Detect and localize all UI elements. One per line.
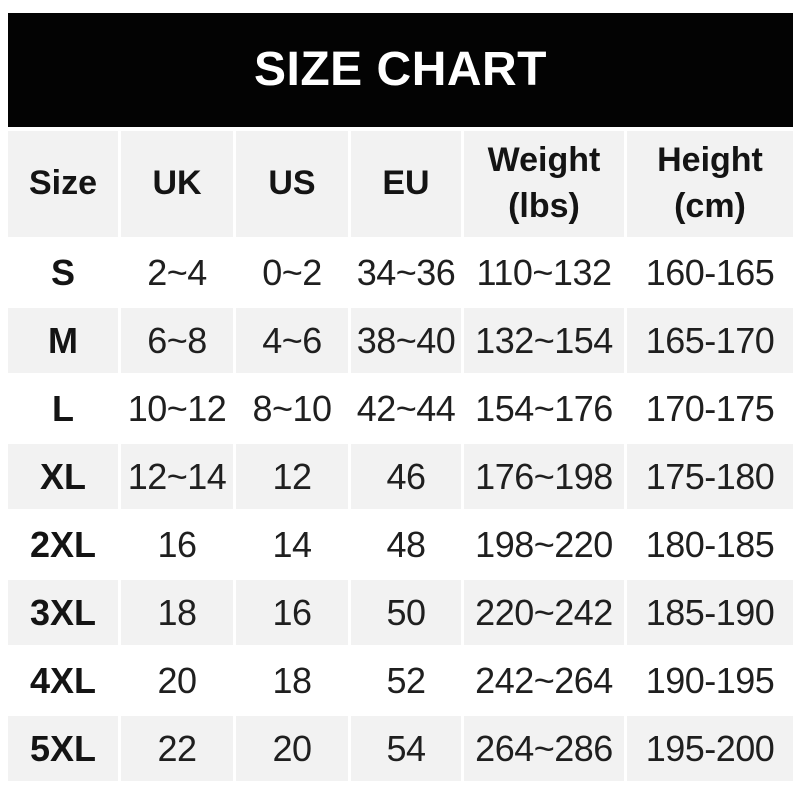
- cell-us: 0~2: [236, 240, 348, 305]
- cell-uk: 10~12: [121, 376, 233, 441]
- cell-us: 20: [236, 716, 348, 781]
- cell-eu: 46: [351, 444, 461, 509]
- header-cell-eu: EU: [351, 131, 461, 237]
- cell-eu: 42~44: [351, 376, 461, 441]
- cell-us: 12: [236, 444, 348, 509]
- cell-height: 170-175: [627, 376, 793, 441]
- cell-height: 175-180: [627, 444, 793, 509]
- cell-size: L: [8, 376, 118, 441]
- cell-height: 190-195: [627, 648, 793, 713]
- cell-height: 160-165: [627, 240, 793, 305]
- title-banner: SIZE CHART: [8, 13, 793, 127]
- cell-height: 185-190: [627, 580, 793, 645]
- cell-us: 8~10: [236, 376, 348, 441]
- cell-uk: 2~4: [121, 240, 233, 305]
- cell-weight: 154~176: [464, 376, 624, 441]
- cell-weight: 220~242: [464, 580, 624, 645]
- cell-size: 2XL: [8, 512, 118, 577]
- table-row-xl: XL 12~14 12 46 176~198 175-180: [8, 444, 793, 509]
- cell-uk: 22: [121, 716, 233, 781]
- size-table: Size UK US EU Weight (lbs) Height (cm) S…: [8, 131, 793, 781]
- cell-uk: 20: [121, 648, 233, 713]
- cell-uk: 16: [121, 512, 233, 577]
- cell-uk: 12~14: [121, 444, 233, 509]
- cell-eu: 34~36: [351, 240, 461, 305]
- cell-us: 18: [236, 648, 348, 713]
- header-cell-size: Size: [8, 131, 118, 237]
- table-row-s: S 2~4 0~2 34~36 110~132 160-165: [8, 240, 793, 305]
- table-row-5xl: 5XL 22 20 54 264~286 195-200: [8, 716, 793, 781]
- cell-height: 180-185: [627, 512, 793, 577]
- cell-height: 195-200: [627, 716, 793, 781]
- cell-uk: 18: [121, 580, 233, 645]
- cell-height: 165-170: [627, 308, 793, 373]
- cell-us: 16: [236, 580, 348, 645]
- cell-size: 4XL: [8, 648, 118, 713]
- header-cell-us: US: [236, 131, 348, 237]
- cell-eu: 50: [351, 580, 461, 645]
- cell-weight: 198~220: [464, 512, 624, 577]
- header-cell-height: Height (cm): [627, 131, 793, 237]
- cell-us: 14: [236, 512, 348, 577]
- cell-weight: 176~198: [464, 444, 624, 509]
- cell-size: S: [8, 240, 118, 305]
- table-row-l: L 10~12 8~10 42~44 154~176 170-175: [8, 376, 793, 441]
- cell-weight: 110~132: [464, 240, 624, 305]
- header-cell-uk: UK: [121, 131, 233, 237]
- cell-eu: 38~40: [351, 308, 461, 373]
- table-row-m: M 6~8 4~6 38~40 132~154 165-170: [8, 308, 793, 373]
- cell-eu: 48: [351, 512, 461, 577]
- cell-size: M: [8, 308, 118, 373]
- table-row-3xl: 3XL 18 16 50 220~242 185-190: [8, 580, 793, 645]
- header-cell-weight: Weight (lbs): [464, 131, 624, 237]
- cell-weight: 242~264: [464, 648, 624, 713]
- cell-weight: 264~286: [464, 716, 624, 781]
- page-title: SIZE CHART: [254, 43, 547, 96]
- cell-size: 3XL: [8, 580, 118, 645]
- cell-size: XL: [8, 444, 118, 509]
- cell-weight: 132~154: [464, 308, 624, 373]
- cell-uk: 6~8: [121, 308, 233, 373]
- cell-size: 5XL: [8, 716, 118, 781]
- cell-eu: 52: [351, 648, 461, 713]
- table-row-4xl: 4XL 20 18 52 242~264 190-195: [8, 648, 793, 713]
- cell-us: 4~6: [236, 308, 348, 373]
- table-row-2xl: 2XL 16 14 48 198~220 180-185: [8, 512, 793, 577]
- table-header-row: Size UK US EU Weight (lbs) Height (cm): [8, 131, 793, 237]
- cell-eu: 54: [351, 716, 461, 781]
